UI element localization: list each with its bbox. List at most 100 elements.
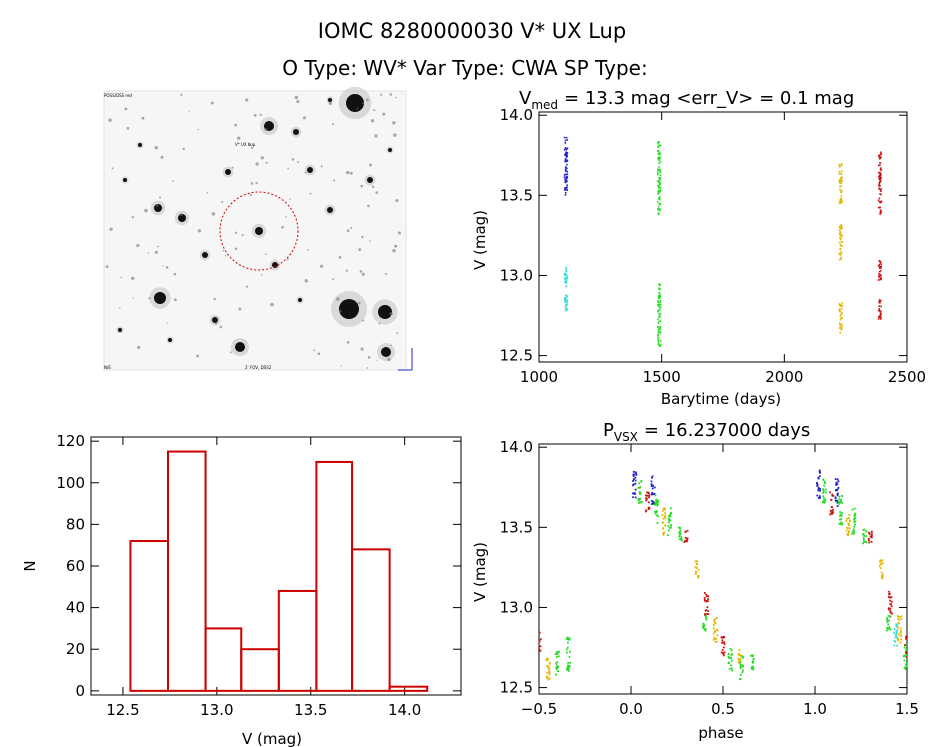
- lightcurve-point: [564, 297, 567, 299]
- phased-point: [723, 643, 726, 646]
- lightcurve-point: [878, 270, 881, 273]
- lightcurve-point: [659, 183, 661, 185]
- lightcurve-point: [659, 340, 662, 342]
- lightcurve-point: [841, 201, 843, 203]
- star: [235, 342, 245, 352]
- phased-point: [657, 499, 660, 502]
- phased-point: [723, 651, 726, 654]
- phased-point: [838, 518, 841, 521]
- lightcurve-point: [877, 172, 880, 174]
- phased-xtick-label: 1.0: [803, 700, 827, 718]
- phased-point: [697, 568, 700, 571]
- histogram-ytick-label: 80: [66, 515, 85, 533]
- lightcurve-point: [658, 141, 661, 144]
- faint-star: [346, 341, 350, 344]
- lightcurve-point: [658, 185, 660, 188]
- phased-point: [683, 540, 686, 543]
- lightcurve-point: [659, 306, 662, 309]
- phased-point: [538, 640, 541, 643]
- phased-point: [865, 530, 868, 533]
- phased-point: [557, 655, 560, 658]
- phased-point: [702, 623, 705, 626]
- lightcurve-point: [564, 178, 566, 181]
- phased-point: [567, 662, 570, 664]
- phased-point: [882, 573, 884, 576]
- phased-point: [899, 632, 902, 634]
- phased-point: [637, 487, 640, 489]
- phased-point: [887, 608, 890, 611]
- phased-point: [888, 593, 890, 596]
- lightcurve-point: [657, 322, 660, 325]
- phased-point: [639, 493, 642, 495]
- phased-point: [898, 618, 900, 621]
- phased-point: [650, 480, 653, 483]
- histogram-xtick-label: 13.0: [200, 701, 233, 719]
- faint-star: [210, 101, 214, 105]
- star: [367, 177, 373, 183]
- phased-point: [824, 498, 827, 501]
- phased-point: [893, 631, 896, 634]
- phased-point: [722, 652, 724, 654]
- faint-star: [214, 322, 218, 325]
- lightcurve-point: [657, 208, 659, 211]
- phased-point: [685, 539, 687, 542]
- lightcurve-point: [839, 305, 842, 307]
- lightcurve-point: [659, 170, 661, 173]
- lightcurve-xtick-label: 1000: [520, 368, 558, 386]
- lightcurve-point: [877, 164, 880, 167]
- phased-point: [651, 503, 653, 505]
- phased-point: [890, 603, 892, 606]
- phased-point: [654, 512, 657, 515]
- lightcurve-point: [840, 251, 842, 253]
- lightcurve-point: [566, 173, 569, 176]
- star: [298, 298, 302, 302]
- lightcurve-xtick-label: 2500: [888, 368, 926, 386]
- histogram-ytick-label: 120: [56, 432, 85, 450]
- phased-point: [703, 625, 706, 627]
- lightcurve-point: [659, 161, 662, 163]
- lightcurve-point: [878, 155, 881, 158]
- phased-point: [715, 616, 718, 619]
- star: [378, 305, 392, 319]
- lightcurve-point: [657, 300, 659, 302]
- phased-point: [894, 640, 897, 643]
- phased-point: [656, 503, 659, 506]
- lightcurve-point: [566, 147, 569, 150]
- lightcurve-point: [659, 208, 661, 210]
- phased-point: [846, 527, 849, 530]
- lightcurve-point: [566, 303, 568, 306]
- lightcurve-point: [878, 309, 881, 312]
- phased-point: [905, 644, 908, 647]
- histogram-axes: 12.5 13.0 13.5 14.0 0 20 40 60 80 100 120: [56, 432, 461, 719]
- phased-point: [548, 677, 551, 680]
- phased-point: [705, 615, 708, 617]
- faint-star: [357, 301, 361, 305]
- phased-point: [554, 662, 557, 665]
- faint-star: [109, 227, 113, 231]
- phased-point: [742, 665, 744, 667]
- phased-point: [722, 653, 725, 656]
- faint-star: [248, 142, 251, 146]
- phased-point: [847, 517, 850, 519]
- star: [272, 262, 278, 268]
- lightcurve-point: [839, 166, 841, 168]
- phased-point: [903, 646, 906, 649]
- phased-point: [556, 666, 559, 669]
- phased-xtick-label: 0.0: [619, 700, 643, 718]
- histogram-bar: [277, 589, 318, 692]
- faint-star: [255, 162, 259, 166]
- phased-point: [655, 501, 657, 504]
- lightcurve-point: [839, 176, 842, 179]
- faint-star: [264, 253, 267, 256]
- phased-point: [548, 662, 551, 665]
- phased-point: [841, 523, 843, 526]
- lightcurve-point: [659, 182, 662, 184]
- lightcurve-point: [565, 266, 567, 269]
- lightcurve-point: [878, 308, 881, 310]
- phased-point: [903, 654, 906, 657]
- lightcurve-point: [838, 173, 841, 175]
- phased-point: [554, 653, 557, 656]
- lightcurve-point: [838, 303, 841, 305]
- phased-point: [638, 482, 641, 485]
- lightcurve-point: [564, 299, 566, 301]
